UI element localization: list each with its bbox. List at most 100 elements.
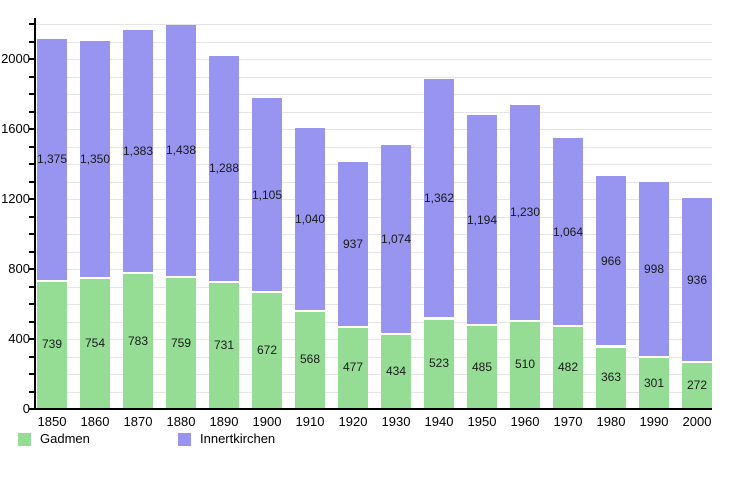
x-tick-label-1940: 1940 [424,414,454,429]
bar-segment-innertkirchen-1980 [596,176,626,346]
x-axis [33,408,712,410]
bar-segment-gadmen-1920 [338,325,368,409]
x-tick-label-2000: 2000 [682,414,712,429]
gridline-300 [36,356,712,358]
bar-segment-innertkirchen-1910 [295,127,325,310]
value-label-gadmen-1910: 568 [299,352,321,367]
y-tick-label-2000: 2000 [1,51,30,66]
value-label-gadmen-1890: 731 [213,338,235,352]
x-tick-label-1960: 1960 [510,414,540,429]
legend-label-gadmen: Gadmen [40,431,90,446]
bar-segment-gadmen-1860 [80,277,110,409]
bar-segment-innertkirchen-1890 [209,55,239,282]
legend-swatch-gadmen [18,432,31,446]
x-tick-label-1870: 1870 [123,414,153,429]
bar-segment-gadmen-1960 [510,319,540,410]
y-tick-0 [29,408,34,410]
bar-segment-gadmen-2000 [682,361,712,409]
value-label-innertkirchen-1900: 1,105 [251,187,283,202]
gridline-1600 [36,129,712,130]
value-label-gadmen-1940: 523 [428,356,450,371]
bar-segment-innertkirchen-1880 [166,24,196,277]
y-tick-label-0: 0 [22,401,30,416]
y-tick-label-1200: 1200 [1,191,30,206]
value-label-innertkirchen-1920: 937 [342,236,364,251]
value-label-innertkirchen-1960: 1,230 [509,205,541,220]
gridline-1900 [36,76,712,78]
legend-item-innertkirchen: Innertkirchen [178,431,275,447]
y-tick-2000 [29,58,34,60]
gridline-700 [36,286,712,288]
bar-segment-innertkirchen-1950 [467,115,497,325]
value-label-gadmen-1930: 434 [385,364,407,378]
x-tick-label-1850: 1850 [37,414,67,429]
y-tick-900 [29,250,34,253]
value-label-gadmen-1950: 485 [471,359,493,374]
y-tick-1100 [29,215,34,218]
bar-segment-gadmen-1890 [209,281,239,409]
bar-segment-innertkirchen-1970 [553,138,583,325]
gridline-400 [36,339,712,340]
value-label-gadmen-2000: 272 [686,378,708,393]
y-tick-500 [29,320,34,323]
y-tick-600 [29,303,34,305]
gridline-1100 [36,216,712,218]
bar-segment-gadmen-1930 [381,333,411,409]
gridline-1500 [36,146,712,148]
x-tick-label-1930: 1930 [381,414,411,429]
bar-segment-gadmen-1970 [553,324,583,409]
bar-segment-innertkirchen-1860 [80,40,110,277]
value-label-gadmen-1880: 759 [170,335,192,350]
y-tick-1300 [29,180,34,183]
value-label-gadmen-1960: 510 [514,357,536,372]
bar-segment-gadmen-1990 [639,356,669,409]
x-tick-label-1950: 1950 [467,414,497,429]
bar-segment-innertkirchen-1850 [37,39,67,280]
gridline-100 [36,391,712,393]
gridline-1700 [36,111,712,113]
y-tick-1800 [29,93,34,95]
value-label-innertkirchen-1990: 998 [643,262,665,276]
y-tick-label-400: 400 [8,331,30,346]
bar-segment-innertkirchen-1990 [639,181,669,357]
bar-segment-gadmen-1950 [467,324,497,409]
value-label-innertkirchen-1950: 1,194 [466,212,498,227]
y-tick-2200 [29,23,34,25]
value-label-innertkirchen-1890: 1,288 [208,161,240,176]
gridline-900 [36,251,712,253]
value-label-gadmen-1870: 783 [127,333,149,348]
gridline-600 [36,304,712,305]
gridline-2100 [36,41,712,43]
bar-segment-innertkirchen-1940 [424,79,454,318]
bar-segment-innertkirchen-2000 [682,197,712,362]
x-tick-label-1990: 1990 [639,414,669,429]
bar-segment-gadmen-1910 [295,309,325,409]
x-tick-label-1900: 1900 [252,414,282,429]
y-tick-label-800: 800 [8,261,30,276]
y-tick-label-1600: 1600 [1,121,30,136]
gridline-2200 [36,24,712,25]
legend-label-innertkirchen: Innertkirchen [200,431,276,446]
value-label-gadmen-1990: 301 [643,375,665,390]
value-label-innertkirchen-1930: 1,074 [380,232,412,247]
x-tick-label-1910: 1910 [295,414,325,429]
y-tick-1400 [29,163,34,165]
x-tick-label-1890: 1890 [209,414,239,429]
value-label-innertkirchen-1910: 1,040 [294,211,326,226]
value-label-innertkirchen-1860: 1,350 [79,151,111,166]
bar-segment-gadmen-1980 [596,345,626,409]
value-label-innertkirchen-1880: 1,438 [165,143,197,158]
x-tick-label-1970: 1970 [553,414,583,429]
gridline-1800 [36,94,712,95]
gridline-2000 [36,59,712,60]
bar-segment-innertkirchen-1900 [252,98,282,292]
value-label-innertkirchen-1970: 1,064 [552,224,584,239]
y-axis [34,18,36,410]
bar-segment-gadmen-1900 [252,291,282,409]
gridline-1400 [36,164,712,165]
gridline-500 [36,321,712,323]
x-tick-label-1880: 1880 [166,414,196,429]
y-tick-800 [29,268,34,270]
y-tick-300 [29,355,34,358]
